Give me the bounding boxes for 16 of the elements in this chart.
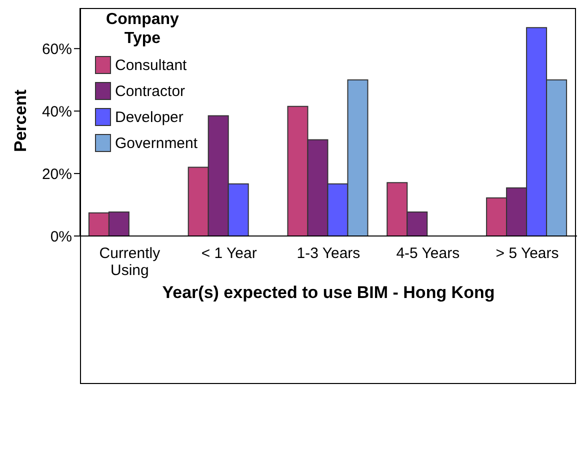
legend-label: Consultant <box>115 56 187 74</box>
x-tick-label: 1-3 Years <box>296 245 360 262</box>
legend-label: Government <box>115 134 198 152</box>
x-tick-label: > 5 Years <box>496 245 559 262</box>
y-tick-label: 60% <box>42 40 72 58</box>
y-tick-label: 40% <box>42 103 72 120</box>
legend-title: Company Type <box>105 10 180 48</box>
x-tick-label: < 1 Year <box>201 245 257 262</box>
y-tick-label: 20% <box>42 166 72 183</box>
y-axis-title: Percent <box>11 89 30 152</box>
x-axis-title: Year(s) expected to use BIM - Hong Kong <box>162 283 495 302</box>
legend-label: Contractor <box>115 82 186 100</box>
legend-label: Developer <box>115 108 184 126</box>
y-tick-label: 0% <box>50 228 72 246</box>
x-tick-label: Currently Using <box>99 245 161 279</box>
x-tick-label: 4-5 Years <box>396 245 460 262</box>
